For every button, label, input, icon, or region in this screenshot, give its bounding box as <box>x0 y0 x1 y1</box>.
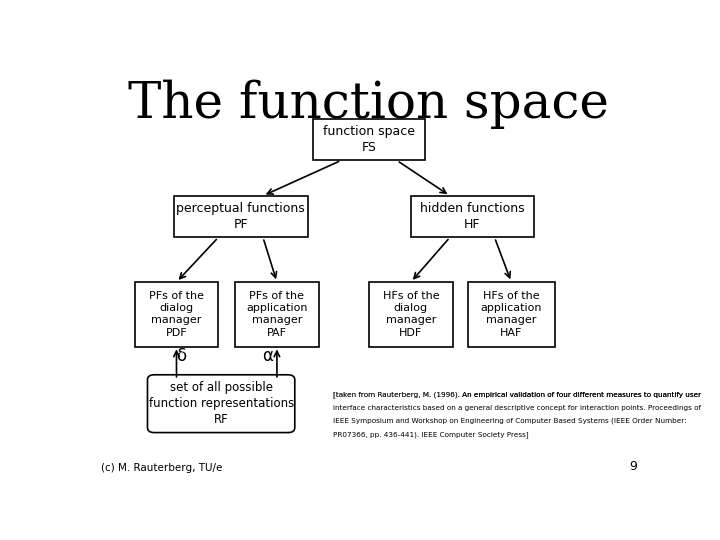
Text: [taken from Rauterberg, M. (1996). An empirical validation of four different mea: [taken from Rauterberg, M. (1996). An em… <box>333 391 701 398</box>
FancyBboxPatch shape <box>135 282 218 347</box>
Text: PFs of the
application
manager
PAF: PFs of the application manager PAF <box>246 291 307 338</box>
Text: α: α <box>262 347 273 365</box>
Text: 9: 9 <box>629 460 637 473</box>
Text: δ: δ <box>176 347 186 365</box>
FancyBboxPatch shape <box>235 282 319 347</box>
Text: PFs of the
dialog
manager
PDF: PFs of the dialog manager PDF <box>149 291 204 338</box>
Text: The function space: The function space <box>128 79 610 129</box>
Text: (c) M. Rauterberg, TU/e: (c) M. Rauterberg, TU/e <box>101 463 222 473</box>
FancyBboxPatch shape <box>148 375 294 433</box>
FancyBboxPatch shape <box>468 282 554 347</box>
Text: set of all possible
function representations
RF: set of all possible function representat… <box>148 381 294 426</box>
Text: HFs of the
application
manager
HAF: HFs of the application manager HAF <box>480 291 542 338</box>
Text: perceptual functions
PF: perceptual functions PF <box>176 202 305 231</box>
Text: [taken from Rauterberg, M. (1996). An empirical validation of four different mea: [taken from Rauterberg, M. (1996). An em… <box>333 391 701 398</box>
Text: [taken from Rauterberg, M. (1996).: [taken from Rauterberg, M. (1996). <box>333 391 462 398</box>
FancyBboxPatch shape <box>174 196 307 238</box>
Text: PR07366, pp. 436-441). IEEE Computer Society Press]: PR07366, pp. 436-441). IEEE Computer Soc… <box>333 431 528 438</box>
Text: HFs of the
dialog
manager
HDF: HFs of the dialog manager HDF <box>382 291 439 338</box>
FancyBboxPatch shape <box>411 196 534 238</box>
Text: function space
FS: function space FS <box>323 125 415 154</box>
Text: IEEE Symposium and Workshop on Engineering of Computer Based Systems (IEEE Order: IEEE Symposium and Workshop on Engineeri… <box>333 418 686 424</box>
Text: hidden functions
HF: hidden functions HF <box>420 202 525 231</box>
FancyBboxPatch shape <box>369 282 453 347</box>
Text: interface characteristics based on a general descriptive concept for interaction: interface characteristics based on a gen… <box>333 404 701 410</box>
FancyBboxPatch shape <box>313 119 425 160</box>
